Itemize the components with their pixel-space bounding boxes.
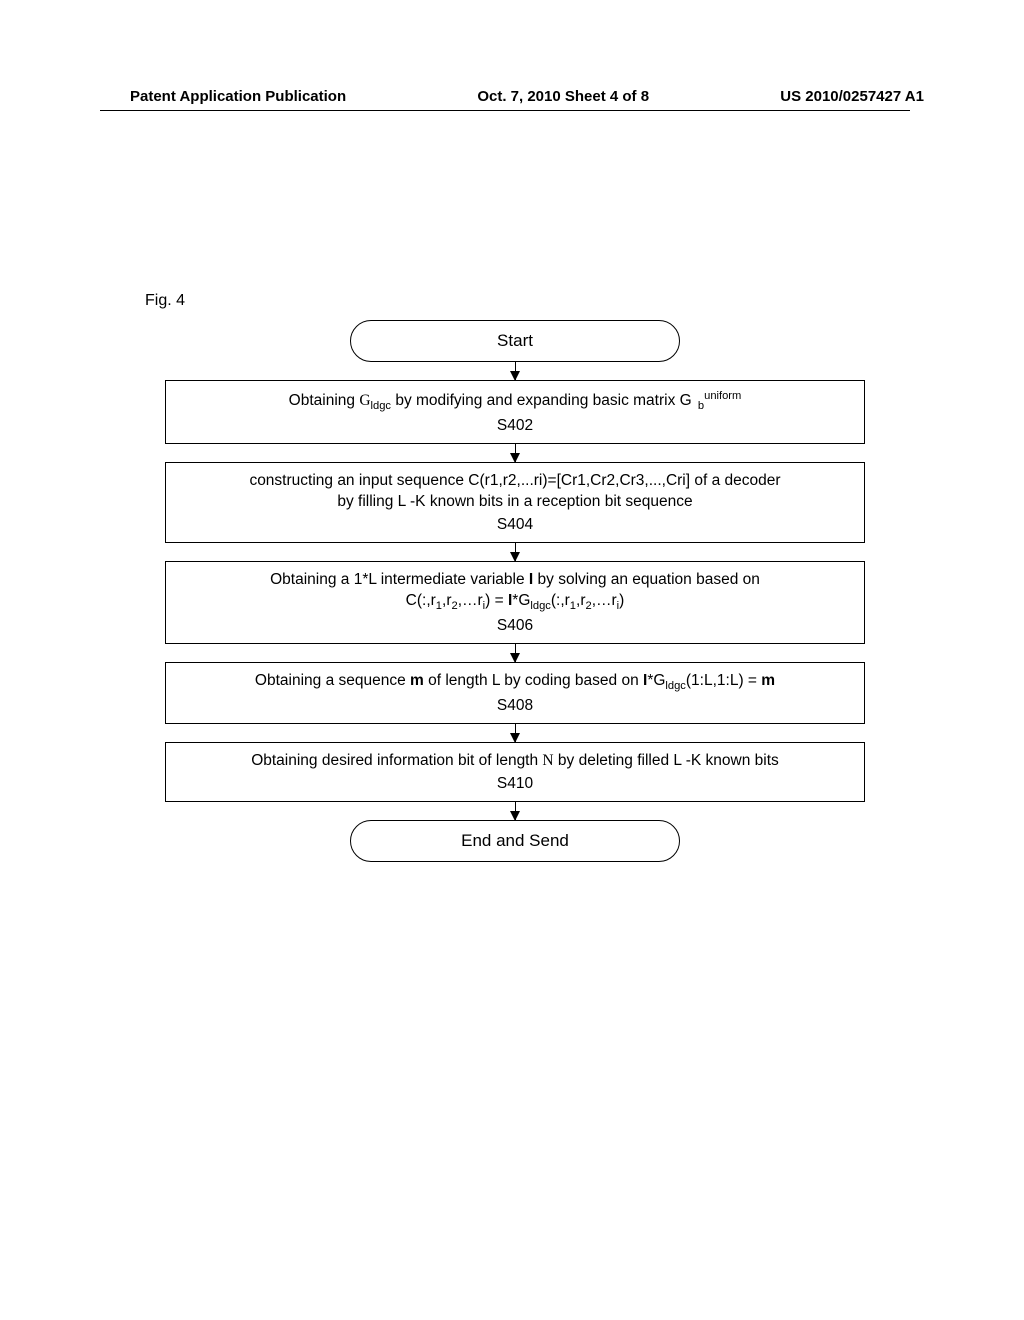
header-center: Oct. 7, 2010 Sheet 4 of 8 bbox=[477, 88, 649, 105]
flowchart: Start Obtaining Gldgc by modifying and e… bbox=[165, 320, 865, 862]
step-text: constructing an input sequence C(r1,r2,.… bbox=[249, 472, 780, 510]
header-left: Patent Application Publication bbox=[130, 88, 346, 105]
step-text: Obtaining a 1*L intermediate variable I … bbox=[270, 571, 760, 609]
step-id: S410 bbox=[178, 774, 852, 795]
arrow bbox=[515, 644, 516, 662]
process-step-s408: Obtaining a sequence m of length L by co… bbox=[165, 662, 865, 724]
process-step-s410: Obtaining desired information bit of len… bbox=[165, 742, 865, 802]
header-right: US 2010/0257427 A1 bbox=[780, 88, 924, 105]
step-id: S406 bbox=[178, 616, 852, 637]
header-rule bbox=[100, 110, 910, 111]
arrow bbox=[515, 724, 516, 742]
process-step-s402: Obtaining Gldgc by modifying and expandi… bbox=[165, 380, 865, 444]
end-label: End and Send bbox=[461, 831, 569, 851]
step-text: Obtaining desired information bit of len… bbox=[251, 752, 779, 769]
step-id: S408 bbox=[178, 696, 852, 717]
step-text: Obtaining a sequence m of length L by co… bbox=[255, 672, 775, 689]
start-terminal: Start bbox=[350, 320, 680, 362]
start-label: Start bbox=[497, 331, 533, 351]
figure-label: Fig. 4 bbox=[145, 292, 185, 310]
end-terminal: End and Send bbox=[350, 820, 680, 862]
step-id: S402 bbox=[178, 416, 852, 437]
step-id: S404 bbox=[178, 515, 852, 536]
step-text: Obtaining Gldgc by modifying and expandi… bbox=[289, 392, 742, 409]
arrow bbox=[515, 802, 516, 820]
process-step-s406: Obtaining a 1*L intermediate variable I … bbox=[165, 561, 865, 644]
arrow bbox=[515, 543, 516, 561]
arrow bbox=[515, 362, 516, 380]
process-step-s404: constructing an input sequence C(r1,r2,.… bbox=[165, 462, 865, 543]
arrow bbox=[515, 444, 516, 462]
